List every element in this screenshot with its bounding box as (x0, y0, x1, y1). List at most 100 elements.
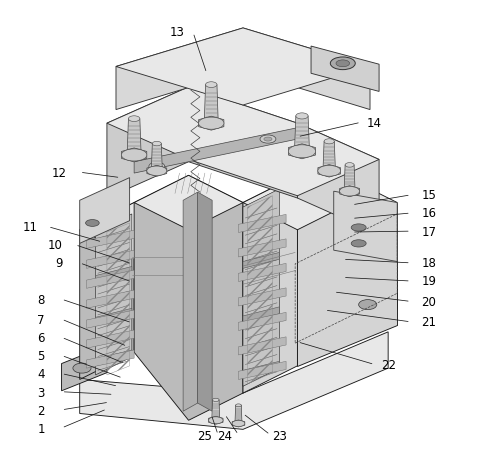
Text: 18: 18 (421, 257, 436, 270)
Ellipse shape (336, 60, 349, 67)
Text: 13: 13 (170, 26, 185, 39)
Text: 11: 11 (22, 221, 37, 234)
Ellipse shape (86, 220, 99, 227)
Polygon shape (334, 191, 397, 262)
Text: 1: 1 (37, 423, 45, 436)
Polygon shape (87, 290, 134, 308)
Polygon shape (243, 307, 279, 323)
Text: 21: 21 (421, 316, 436, 329)
Polygon shape (288, 144, 315, 159)
Polygon shape (295, 116, 310, 152)
Polygon shape (116, 28, 370, 105)
Ellipse shape (359, 300, 377, 309)
Polygon shape (288, 175, 397, 230)
Polygon shape (147, 165, 167, 176)
Polygon shape (239, 263, 286, 282)
Polygon shape (96, 214, 132, 375)
Polygon shape (311, 46, 379, 91)
Polygon shape (204, 85, 218, 123)
Polygon shape (134, 128, 297, 173)
Ellipse shape (73, 363, 91, 373)
Text: 25: 25 (197, 430, 212, 443)
Polygon shape (107, 87, 297, 198)
Polygon shape (323, 142, 335, 171)
Ellipse shape (264, 137, 272, 141)
Polygon shape (116, 28, 370, 110)
Ellipse shape (199, 117, 224, 129)
Polygon shape (297, 202, 397, 366)
Polygon shape (134, 175, 243, 420)
Polygon shape (243, 361, 279, 377)
Text: 15: 15 (421, 189, 436, 202)
Text: 20: 20 (421, 296, 436, 309)
Text: 4: 4 (37, 369, 45, 381)
Ellipse shape (351, 224, 366, 231)
Ellipse shape (152, 142, 161, 146)
Ellipse shape (345, 162, 354, 167)
Polygon shape (235, 405, 242, 424)
Polygon shape (243, 253, 279, 268)
Text: 12: 12 (52, 167, 67, 180)
Ellipse shape (153, 164, 161, 168)
Polygon shape (87, 250, 134, 268)
Ellipse shape (128, 116, 140, 121)
Text: 6: 6 (37, 332, 45, 345)
Ellipse shape (208, 417, 223, 424)
Polygon shape (239, 214, 286, 233)
Polygon shape (343, 282, 397, 336)
Text: 19: 19 (421, 275, 436, 288)
Polygon shape (96, 350, 132, 366)
Ellipse shape (122, 149, 147, 161)
Polygon shape (212, 400, 220, 420)
Polygon shape (62, 345, 107, 391)
Polygon shape (198, 192, 212, 411)
Polygon shape (96, 267, 132, 283)
Ellipse shape (260, 135, 276, 143)
Text: 2: 2 (37, 404, 45, 418)
Polygon shape (232, 420, 245, 427)
Ellipse shape (318, 166, 341, 176)
Ellipse shape (324, 139, 334, 144)
Polygon shape (96, 308, 132, 324)
Ellipse shape (351, 240, 366, 247)
Polygon shape (288, 175, 343, 352)
Polygon shape (239, 361, 286, 379)
Polygon shape (87, 350, 134, 368)
Text: 16: 16 (421, 207, 436, 220)
Polygon shape (208, 416, 223, 424)
Polygon shape (183, 192, 198, 411)
Polygon shape (239, 239, 286, 257)
Polygon shape (80, 202, 189, 257)
Polygon shape (80, 202, 134, 379)
Ellipse shape (147, 166, 167, 176)
Text: 9: 9 (55, 257, 63, 270)
Text: 8: 8 (37, 293, 45, 307)
Ellipse shape (206, 82, 217, 87)
Text: 22: 22 (381, 359, 396, 372)
Polygon shape (87, 330, 134, 348)
Polygon shape (87, 270, 134, 288)
Polygon shape (80, 332, 388, 430)
Polygon shape (243, 175, 297, 393)
Polygon shape (80, 177, 130, 243)
Text: 10: 10 (47, 239, 62, 252)
Ellipse shape (236, 404, 242, 407)
Text: 24: 24 (217, 430, 232, 443)
Ellipse shape (232, 420, 245, 426)
Text: 5: 5 (37, 350, 45, 363)
Polygon shape (87, 310, 134, 328)
Ellipse shape (288, 145, 315, 158)
Text: 17: 17 (421, 226, 436, 238)
Ellipse shape (296, 113, 308, 119)
Polygon shape (134, 175, 352, 230)
Text: 7: 7 (37, 314, 45, 327)
Ellipse shape (340, 187, 360, 196)
Polygon shape (344, 165, 355, 191)
Polygon shape (107, 87, 379, 196)
Polygon shape (87, 230, 134, 248)
Polygon shape (199, 116, 224, 130)
Text: 14: 14 (367, 116, 382, 130)
Polygon shape (243, 189, 279, 386)
Polygon shape (340, 186, 360, 197)
Polygon shape (239, 312, 286, 330)
